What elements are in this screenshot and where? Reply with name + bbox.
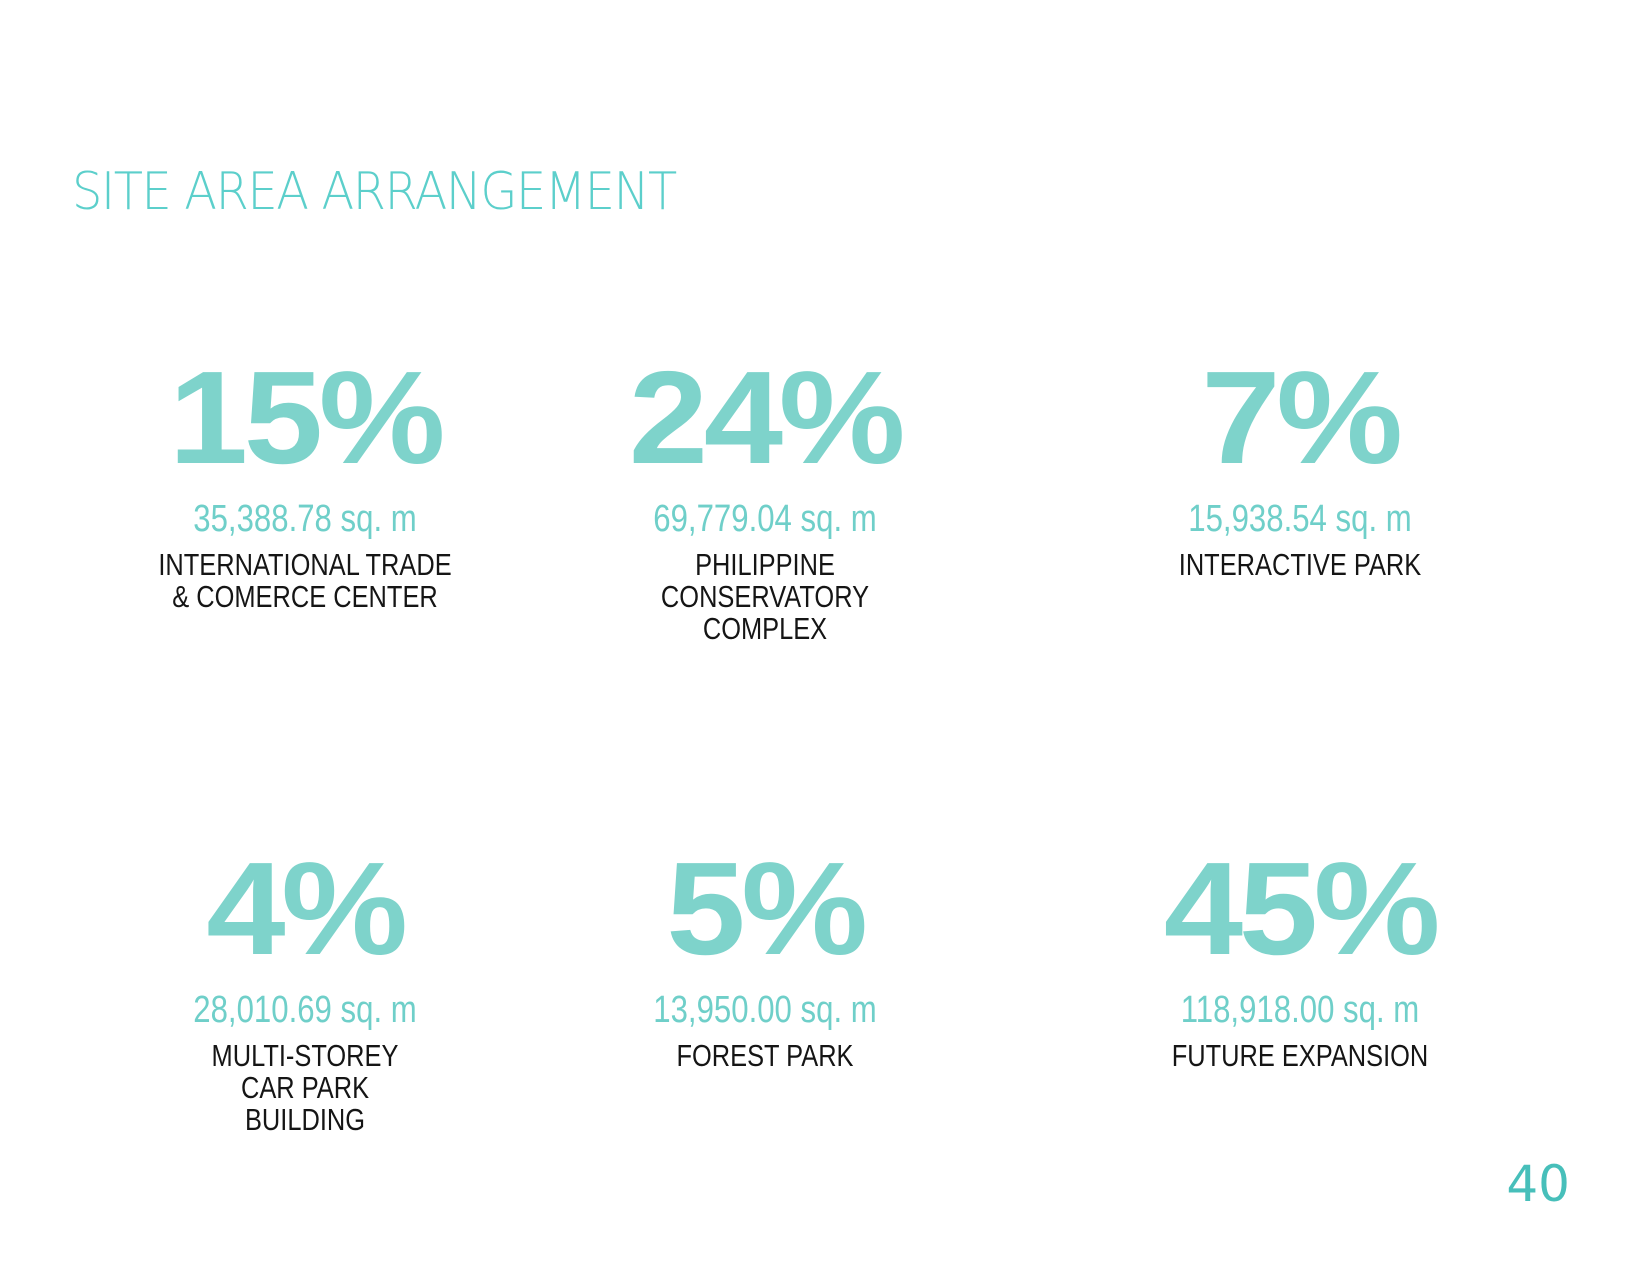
- percent-value: 5%: [666, 835, 868, 982]
- stat-block-conservatory: 24% 69,779.04 sq. m PHILIPPINE CONSERVAT…: [575, 352, 955, 645]
- stat-block-interactive-park: 7% 15,938.54 sq. m INTERACTIVE PARK: [1110, 352, 1490, 581]
- area-value: 69,779.04 sq. m: [653, 498, 877, 540]
- page-number: 40: [1506, 1155, 1570, 1213]
- percent-value: 45%: [1163, 835, 1441, 982]
- stat-block-trade-center: 15% 35,388.78 sq. m INTERNATIONAL TRADE …: [115, 352, 495, 613]
- page-title: SITE AREA ARRANGEMENT: [72, 162, 677, 222]
- area-value: 35,388.78 sq. m: [193, 498, 417, 540]
- area-value: 15,938.54 sq. m: [1188, 498, 1412, 540]
- percent-value: 4%: [206, 835, 408, 982]
- area-label: MULTI-STOREY CAR PARK BUILDING: [211, 1038, 399, 1137]
- percent-value: 24%: [628, 344, 906, 491]
- percent-value: 15%: [168, 344, 446, 491]
- stat-block-car-park: 4% 28,010.69 sq. m MULTI-STOREY CAR PARK…: [115, 843, 495, 1136]
- area-value: 13,950.00 sq. m: [653, 989, 877, 1031]
- area-value: 118,918.00 sq. m: [1180, 989, 1420, 1031]
- area-value: 28,010.69 sq. m: [193, 989, 417, 1031]
- area-label: INTERNATIONAL TRADE & COMERCE CENTER: [158, 547, 452, 614]
- percent-value: 7%: [1201, 344, 1403, 491]
- area-label: FUTURE EXPANSION: [1171, 1038, 1429, 1073]
- area-label: FOREST PARK: [676, 1038, 854, 1073]
- stat-block-forest-park: 5% 13,950.00 sq. m FOREST PARK: [575, 843, 955, 1072]
- stat-block-future-expansion: 45% 118,918.00 sq. m FUTURE EXPANSION: [1110, 843, 1490, 1072]
- area-label: PHILIPPINE CONSERVATORY COMPLEX: [660, 547, 870, 646]
- area-label: INTERACTIVE PARK: [1178, 547, 1422, 582]
